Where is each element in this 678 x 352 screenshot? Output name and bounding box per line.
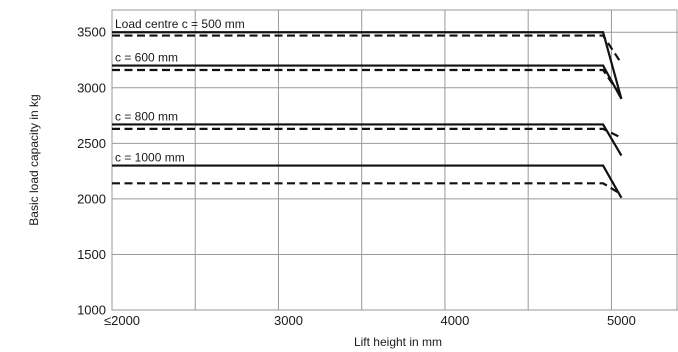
series-layer bbox=[112, 31, 623, 199]
series-label: c = 800 mm bbox=[115, 109, 178, 123]
y-axis-title: Basic load capacity in kg bbox=[27, 94, 41, 225]
x-tick-label: ≤2000 bbox=[104, 313, 140, 328]
x-axis-title: Lift height in mm bbox=[354, 335, 442, 349]
x-tick-label: 4000 bbox=[440, 313, 469, 328]
x-tick-label: 5000 bbox=[607, 313, 636, 328]
x-tick-label: 3000 bbox=[274, 313, 303, 328]
y-tick-label: 3000 bbox=[77, 80, 106, 95]
y-tick-label: 2500 bbox=[77, 136, 106, 151]
series-label: c = 600 mm bbox=[115, 51, 178, 65]
y-tick-label: 1000 bbox=[77, 303, 106, 318]
series-line-dashed bbox=[112, 68, 623, 98]
y-tick-label: 2000 bbox=[77, 191, 106, 206]
y-tick-label: 3500 bbox=[77, 25, 106, 40]
series-label: Load centre c = 500 mm bbox=[115, 17, 245, 31]
series-line-dashed bbox=[112, 182, 622, 196]
series-line-dashed bbox=[112, 34, 623, 64]
tick-layer: 1000 1500 2000 2500 3000 3500 ≤2000 3000 4000 500… bbox=[77, 25, 636, 328]
series-label: c = 1000 mm bbox=[115, 151, 185, 165]
label-layer: Load centre c = 500 mm c = 600 mm c = 800 … bbox=[115, 17, 245, 164]
series-line-solid bbox=[112, 31, 623, 100]
y-tick-label: 1500 bbox=[77, 247, 106, 262]
series-line-dashed bbox=[112, 127, 622, 139]
grid-layer bbox=[111, 9, 678, 311]
series-line-solid bbox=[112, 164, 623, 199]
series-line-solid bbox=[112, 123, 623, 157]
plot-frame bbox=[111, 9, 678, 311]
